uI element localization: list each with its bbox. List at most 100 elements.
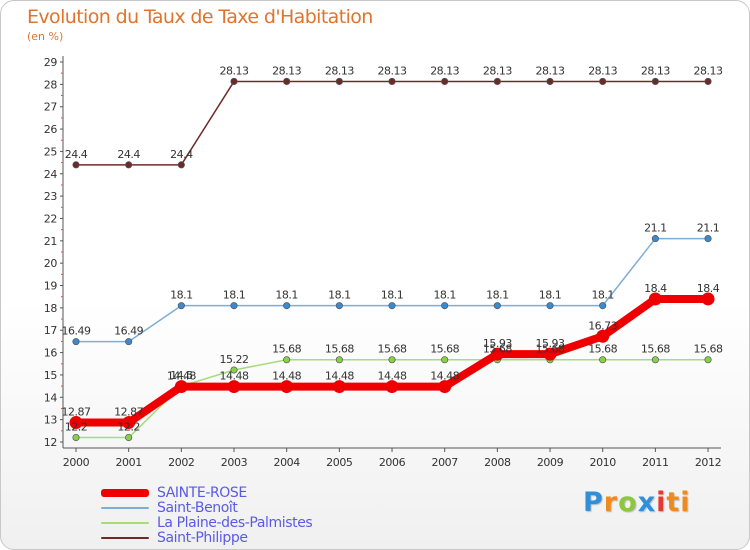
data-point [651,235,659,243]
legend-label: La Plaine-des-Palmistes [157,514,313,531]
chart-unit-label: (en %) [27,30,64,43]
x-tick-label: 2002 [168,456,194,469]
data-label: 28.13 [536,64,565,77]
logo-letter: P [583,487,604,518]
data-label: 18.1 [170,289,193,302]
legend-label: Saint-Benoît [157,499,238,516]
data-point [230,77,238,85]
data-point [280,380,294,394]
data-label: 15.68 [378,343,407,356]
data-label: 18.1 [591,289,614,302]
data-label: 14.48 [167,370,196,383]
chart-legend: SAINTE-ROSE Saint-Benoît La Plaine-des-Pal… [101,484,313,546]
data-point [388,302,396,310]
x-tick-label: 2007 [431,456,458,469]
data-point [283,302,291,310]
data-label: 28.13 [325,64,354,77]
data-label: 18.4 [697,282,720,295]
data-label: 28.13 [220,64,249,77]
data-point [177,161,185,169]
data-label: 24.4 [65,148,88,161]
data-label: 14.48 [272,370,301,383]
data-label: 15.68 [536,343,565,356]
data-point [599,356,607,364]
data-point [72,433,80,442]
data-point [651,356,659,364]
data-point [122,416,136,430]
data-point [174,380,188,394]
data-label: 15.68 [694,343,723,356]
data-point [335,77,343,85]
data-label: 16.49 [114,325,143,338]
data-point [388,77,396,85]
legend-swatch [101,488,149,497]
data-label: 14.48 [220,370,249,383]
data-point [227,380,241,394]
legend-label: SAINTE-ROSE [157,484,247,501]
data-label: 18.1 [275,289,298,302]
logo-letter: i [656,487,667,518]
data-point [335,302,343,310]
data-point [72,161,80,169]
chart-title: Evolution du Taux de Taxe d'Habitation [27,6,373,28]
data-point [546,77,554,85]
data-point [704,77,712,85]
data-point [490,347,504,361]
data-point [543,347,557,361]
y-tick-label: 24 [44,168,58,181]
data-point [599,77,607,85]
data-label: 28.13 [272,64,301,77]
data-point [438,380,452,394]
y-tick-label: 25 [44,145,58,158]
data-point [648,292,662,306]
data-label: 28.13 [483,64,512,77]
data-label: 16.49 [62,325,91,338]
data-label: 15.68 [325,343,354,356]
data-point [125,161,133,169]
y-tick-label: 27 [44,101,58,114]
legend-swatch [101,506,149,509]
chart-axes: 12 13 14 15 16 17 18 19 20 21 22 23 24 25 26 27 28 29 2000… [44,56,722,469]
data-point [701,292,715,306]
data-label: 18.1 [486,289,509,302]
data-point [283,356,291,364]
data-label: 18.1 [223,289,246,302]
legend-swatch [101,521,149,524]
data-point [388,356,396,364]
data-point [332,380,346,394]
data-point [385,380,399,394]
data-label: 15.68 [430,343,459,356]
data-label: 15.68 [588,343,617,356]
data-label: 12.2 [117,421,140,434]
data-point [441,77,449,85]
data-label: 24.4 [170,148,193,161]
y-tick-label: 20 [44,257,58,270]
data-point [441,302,449,310]
logo-letter: x [637,487,657,518]
data-point [493,302,501,310]
data-point [72,338,80,346]
data-point [125,338,133,346]
data-point [651,77,659,85]
legend-item: La Plaine-des-Palmistes [101,514,313,531]
y-tick-label: 13 [44,414,58,427]
x-tick-label: 2010 [589,456,616,469]
data-point [69,416,83,430]
legend-label: Saint-Philippe [157,529,248,546]
logo-letter: r [603,487,619,518]
data-label: 21.1 [644,222,667,235]
chart-series [69,77,715,442]
x-tick-label: 2009 [537,456,564,469]
data-label: 14.5 [170,369,193,382]
data-label: 14.48 [378,370,407,383]
data-label: 21.1 [697,222,720,235]
y-tick-label: 17 [44,324,58,337]
x-tick-label: 2005 [326,456,353,469]
logo-letter: o [618,487,638,518]
x-tick-label: 2006 [379,456,406,469]
data-label: 18.1 [328,289,351,302]
data-point [230,302,238,310]
y-tick-label: 14 [44,391,58,404]
y-tick-label: 16 [44,347,58,360]
